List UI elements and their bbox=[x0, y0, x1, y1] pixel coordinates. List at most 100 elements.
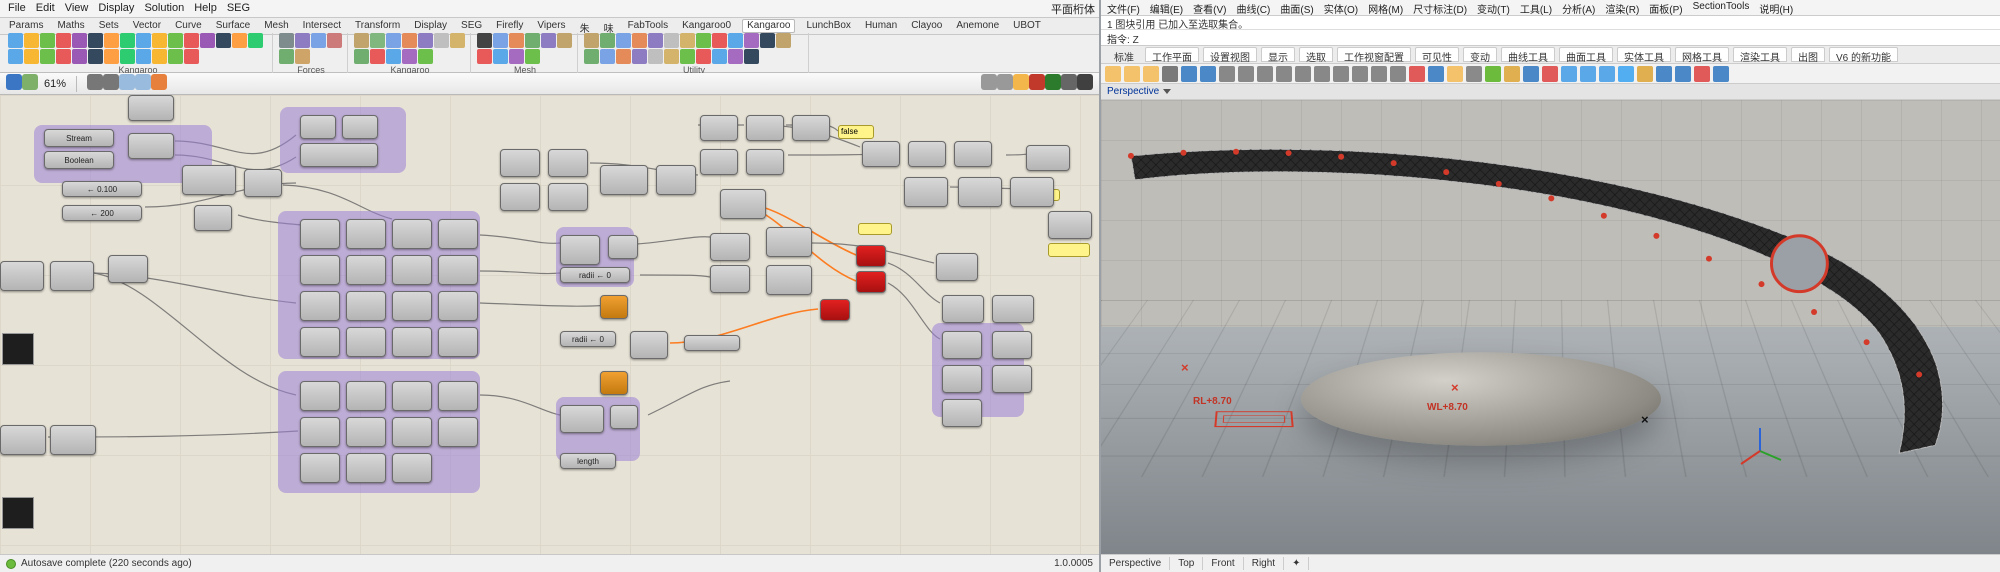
viewport-tab[interactable]: Top bbox=[1170, 557, 1203, 570]
viewport-header[interactable]: Perspective bbox=[1101, 84, 2000, 100]
ribbon-icon[interactable] bbox=[728, 49, 743, 64]
gh-node[interactable] bbox=[992, 365, 1032, 393]
gh-panel[interactable]: false bbox=[838, 125, 874, 139]
gh-node[interactable] bbox=[684, 335, 740, 351]
rh-toolbar-icon[interactable] bbox=[1428, 66, 1444, 82]
ribbon-icon[interactable] bbox=[616, 33, 631, 48]
gh-node[interactable] bbox=[346, 327, 386, 357]
ribbon-icon[interactable] bbox=[40, 49, 55, 64]
gh-node[interactable] bbox=[766, 227, 812, 257]
viewport-tab[interactable]: Perspective bbox=[1101, 557, 1170, 570]
rh-toolbar-icon[interactable] bbox=[1561, 66, 1577, 82]
rh-tab[interactable]: 出图 bbox=[1791, 47, 1825, 62]
ribbon-icon[interactable] bbox=[184, 33, 199, 48]
tab-5[interactable]: Surface bbox=[213, 19, 253, 33]
gh-node[interactable] bbox=[392, 417, 432, 447]
rh-toolbar-icon[interactable] bbox=[1352, 66, 1368, 82]
ribbon-icon[interactable] bbox=[354, 33, 369, 48]
ribbon-icon[interactable] bbox=[200, 33, 215, 48]
rh-tab[interactable]: 标准 bbox=[1107, 47, 1141, 62]
ribbon-icon[interactable] bbox=[760, 33, 775, 48]
gh-node[interactable] bbox=[942, 399, 982, 427]
ribbon-icon[interactable] bbox=[184, 49, 199, 64]
menu-item[interactable]: SectionTools bbox=[1693, 1, 1750, 14]
toolbar-icon[interactable] bbox=[22, 74, 38, 90]
ribbon-icon[interactable] bbox=[327, 33, 342, 48]
ribbon-icon[interactable] bbox=[493, 49, 508, 64]
gh-node[interactable] bbox=[942, 295, 984, 323]
tab-8[interactable]: Transform bbox=[352, 19, 403, 33]
tab-6[interactable]: Mesh bbox=[261, 19, 291, 33]
ribbon-icon[interactable] bbox=[712, 49, 727, 64]
ribbon-icon[interactable] bbox=[696, 49, 711, 64]
ribbon-icon[interactable] bbox=[434, 33, 449, 48]
tab-21[interactable]: Anemone bbox=[953, 19, 1002, 33]
ribbon-icon[interactable] bbox=[600, 33, 615, 48]
ribbon-icon[interactable] bbox=[232, 33, 247, 48]
rh-toolbar-icon[interactable] bbox=[1466, 66, 1482, 82]
ribbon-icon[interactable] bbox=[279, 49, 294, 64]
tab-10[interactable]: SEG bbox=[458, 19, 485, 33]
menu-item[interactable]: 尺寸标注(D) bbox=[1413, 1, 1467, 14]
gh-node[interactable] bbox=[908, 141, 946, 167]
gh-node[interactable] bbox=[862, 141, 900, 167]
rh-toolbar-icon[interactable] bbox=[1675, 66, 1691, 82]
gh-node[interactable] bbox=[600, 295, 628, 319]
rh-toolbar-icon[interactable] bbox=[1105, 66, 1121, 82]
menu-item[interactable]: 分析(A) bbox=[1562, 1, 1595, 14]
rh-toolbar-icon[interactable] bbox=[1485, 66, 1501, 82]
tab-0[interactable]: Params bbox=[6, 19, 46, 33]
rh-iconbar[interactable] bbox=[1101, 64, 2000, 84]
tab-19[interactable]: Human bbox=[862, 19, 900, 33]
gh-node[interactable] bbox=[392, 327, 432, 357]
ribbon-icon[interactable] bbox=[664, 33, 679, 48]
toolbar-icon[interactable] bbox=[87, 74, 103, 90]
rh-toolbar-icon[interactable] bbox=[1162, 66, 1178, 82]
ribbon-icon[interactable] bbox=[8, 33, 23, 48]
rh-tab[interactable]: 变动 bbox=[1463, 47, 1497, 62]
gh-node[interactable] bbox=[1048, 211, 1092, 239]
ribbon-icon[interactable] bbox=[295, 33, 310, 48]
rh-toolbar-icon[interactable] bbox=[1580, 66, 1596, 82]
gh-node[interactable] bbox=[610, 405, 638, 429]
tab-7[interactable]: Intersect bbox=[300, 19, 344, 33]
menu-file[interactable]: File bbox=[8, 2, 26, 15]
menu-item[interactable]: 变动(T) bbox=[1477, 1, 1510, 14]
rh-tab[interactable]: 渲染工具 bbox=[1733, 47, 1787, 62]
gh-node[interactable] bbox=[710, 233, 750, 261]
gh-node[interactable]: Stream bbox=[44, 129, 114, 147]
ribbon-icon[interactable] bbox=[680, 49, 695, 64]
ribbon-icon[interactable] bbox=[104, 49, 119, 64]
toolbar-icon[interactable] bbox=[6, 74, 22, 90]
gh-node[interactable] bbox=[438, 219, 478, 249]
ribbon-icon[interactable] bbox=[402, 33, 417, 48]
zoom-level[interactable]: 61% bbox=[44, 78, 66, 90]
gh-node[interactable] bbox=[438, 417, 478, 447]
gh-node[interactable] bbox=[300, 219, 340, 249]
ribbon-icon[interactable] bbox=[354, 49, 369, 64]
gh-node[interactable] bbox=[954, 141, 992, 167]
ribbon-icon[interactable] bbox=[728, 33, 743, 48]
toolbar-icon[interactable] bbox=[1013, 74, 1029, 90]
gh-node[interactable] bbox=[700, 149, 738, 175]
ribbon-icon[interactable] bbox=[152, 49, 167, 64]
gh-node[interactable] bbox=[346, 453, 386, 483]
gh-node[interactable] bbox=[992, 331, 1032, 359]
rh-menubar[interactable]: 文件(F)编辑(E)查看(V)曲线(C)曲面(S)实体(O)网格(M)尺寸标注(… bbox=[1101, 0, 2000, 16]
rh-toolbar-icon[interactable] bbox=[1238, 66, 1254, 82]
ribbon-icon[interactable] bbox=[136, 33, 151, 48]
gh-node[interactable] bbox=[346, 291, 386, 321]
rh-toolbar-icon[interactable] bbox=[1694, 66, 1710, 82]
gh-panel[interactable] bbox=[1048, 243, 1090, 257]
gh-node[interactable] bbox=[992, 295, 1034, 323]
rh-tab[interactable]: 实体工具 bbox=[1617, 47, 1671, 62]
ribbon-icon[interactable] bbox=[24, 33, 39, 48]
gh-node[interactable] bbox=[392, 453, 432, 483]
gh-node[interactable] bbox=[346, 417, 386, 447]
rh-toolbar-icon[interactable] bbox=[1314, 66, 1330, 82]
gh-node[interactable]: ← 200 bbox=[62, 205, 142, 221]
gh-menubar[interactable]: FileEditViewDisplaySolutionHelpSEG bbox=[0, 0, 1099, 18]
ribbon-icon[interactable] bbox=[664, 49, 679, 64]
gh-node[interactable]: Boolean bbox=[44, 151, 114, 169]
gh-node[interactable] bbox=[856, 245, 886, 267]
